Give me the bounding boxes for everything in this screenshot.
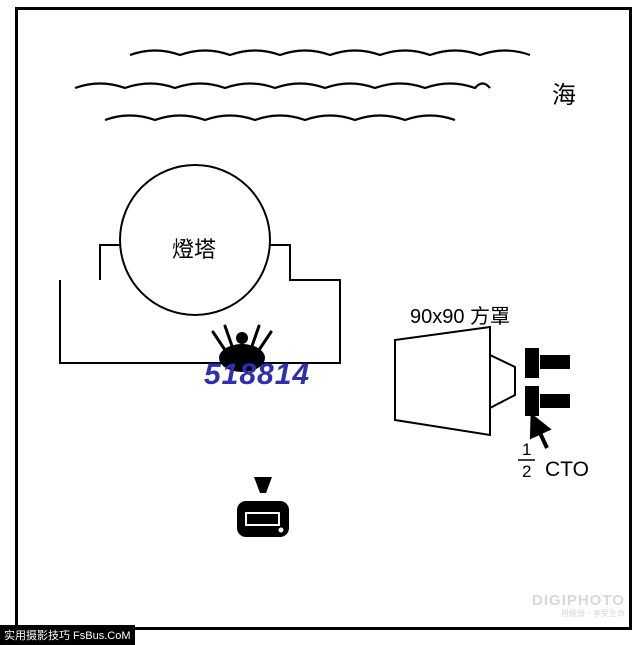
brand-watermark: DIGIPHOTO用鏡頭‧享受生命: [532, 593, 625, 618]
camera-icon: [0, 0, 640, 640]
footer-credit: 实用摄影技巧 FsBus.CoM: [0, 625, 135, 645]
